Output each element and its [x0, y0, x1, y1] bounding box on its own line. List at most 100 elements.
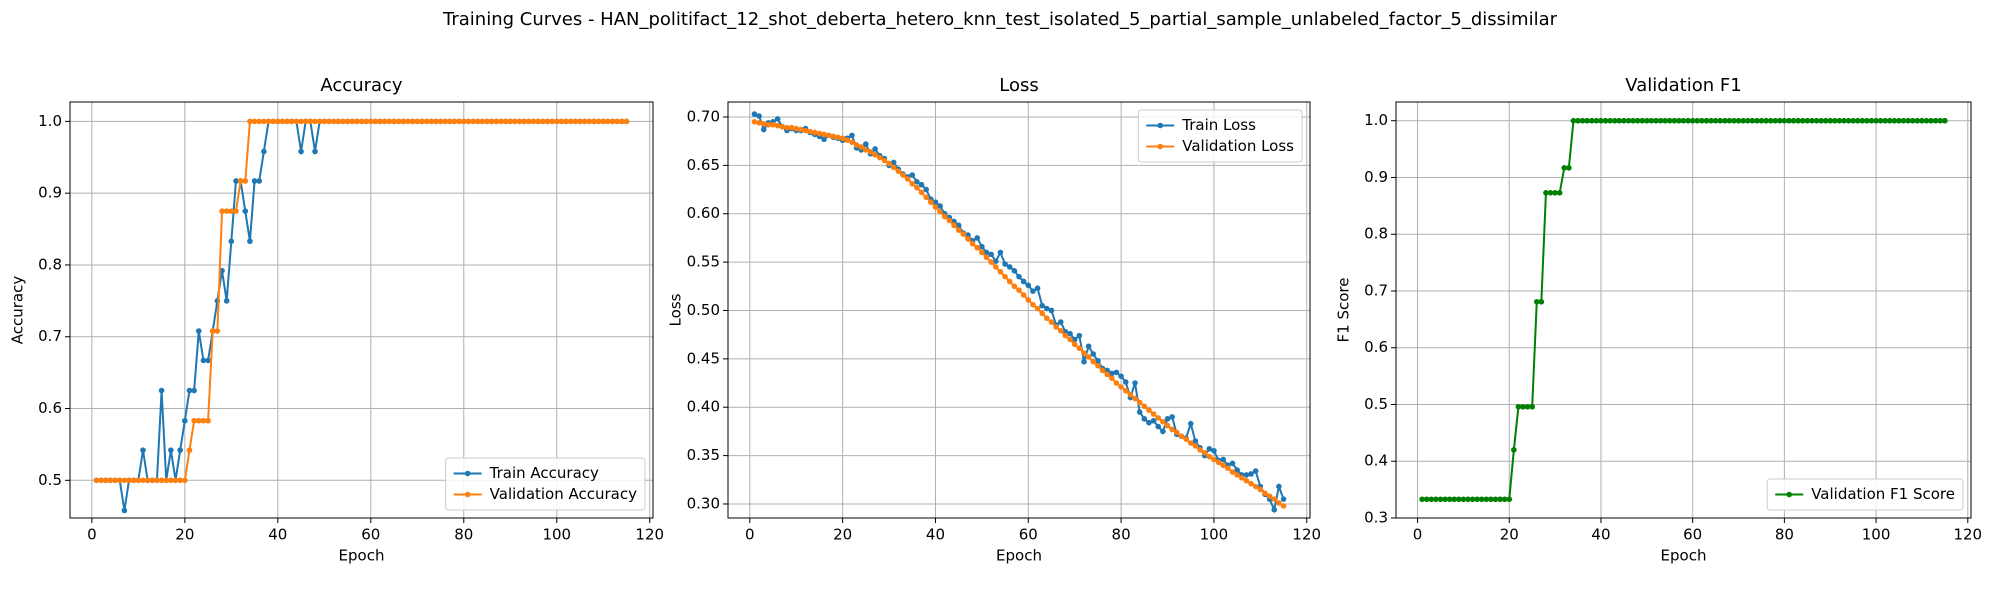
series-marker [521, 118, 528, 125]
series-marker [802, 127, 809, 134]
series-marker [614, 118, 621, 125]
legend-label: Train Accuracy [489, 464, 599, 482]
series-marker [951, 222, 957, 229]
series-marker [1257, 486, 1264, 493]
series-marker [839, 135, 846, 142]
series-marker [1020, 292, 1027, 298]
series-marker [428, 118, 435, 125]
series-marker [821, 136, 827, 143]
series-marker [1598, 117, 1604, 124]
series-marker [1034, 285, 1041, 292]
y-tick-label: 0.55 [687, 253, 720, 271]
series-marker [1011, 268, 1018, 274]
series-marker [242, 208, 249, 214]
series-marker [526, 118, 532, 125]
series-marker [1520, 403, 1526, 410]
series-marker [1593, 117, 1600, 124]
series-marker [1146, 407, 1152, 413]
series-marker [302, 118, 309, 125]
series-marker [1211, 456, 1217, 463]
series-marker [623, 118, 630, 125]
series-marker [442, 118, 448, 125]
series-marker [918, 181, 925, 188]
series-marker [1229, 469, 1236, 475]
series-marker [367, 118, 374, 125]
series-marker [158, 477, 165, 484]
series-marker [955, 227, 962, 233]
series-marker [1113, 380, 1120, 386]
series-marker [1524, 403, 1531, 410]
series-marker [1689, 117, 1696, 124]
x-tick-label: 60 [1683, 526, 1702, 544]
series-marker [312, 148, 318, 155]
series-marker [1192, 438, 1199, 444]
series-marker [144, 477, 151, 484]
series-marker [1220, 456, 1227, 463]
series-marker [1150, 411, 1157, 417]
series-marker [807, 128, 813, 135]
series-marker [298, 148, 304, 155]
legend-label: Train Loss [1181, 116, 1256, 134]
series-marker [1451, 496, 1458, 503]
series-marker [1776, 117, 1783, 124]
series-marker [256, 178, 263, 184]
x-tick-label: 120 [635, 526, 664, 544]
y-tick-label: 0.8 [38, 255, 62, 273]
series-marker [765, 121, 772, 128]
legend-box [1137, 109, 1303, 163]
series-marker [605, 118, 611, 125]
series-marker [507, 118, 514, 125]
series-marker [316, 118, 323, 125]
series-marker [1763, 117, 1769, 124]
series-marker [960, 231, 967, 237]
y-axis-label: Loss [667, 293, 685, 326]
series-marker [816, 130, 823, 137]
series-marker [214, 328, 221, 334]
y-tick-label: 0.40 [687, 398, 720, 416]
series-marker [1437, 496, 1444, 503]
series-marker [168, 477, 174, 484]
series-marker [1280, 496, 1287, 502]
series-marker [1044, 305, 1050, 312]
series-marker [1048, 319, 1055, 325]
series-marker [1090, 351, 1097, 357]
series-marker [821, 131, 827, 138]
x-tick-label: 60 [361, 526, 380, 544]
series-marker [400, 118, 407, 125]
series-marker [1225, 465, 1231, 471]
series-marker [1474, 496, 1480, 503]
series-marker [1731, 117, 1737, 124]
series-marker [900, 172, 906, 178]
series-marker [586, 118, 593, 125]
series-marker [1607, 117, 1613, 124]
series-marker [140, 447, 146, 453]
series-marker [872, 151, 878, 158]
y-tick-label: 0.70 [687, 107, 720, 125]
series-marker [354, 118, 360, 125]
y-tick-label: 0.9 [1364, 168, 1388, 186]
series-marker [1749, 117, 1756, 124]
series-marker [93, 477, 100, 484]
y-tick-label: 0.7 [38, 327, 62, 345]
series-marker [1030, 301, 1036, 308]
y-tick-label: 0.60 [687, 204, 720, 222]
series-marker [909, 172, 916, 178]
series-marker [1799, 117, 1806, 124]
series-marker [1048, 307, 1055, 314]
series-marker [1419, 496, 1425, 503]
series-marker [1822, 117, 1829, 124]
series-marker [867, 149, 874, 155]
series-marker [751, 119, 758, 125]
series-marker [567, 118, 574, 125]
series-marker [1497, 496, 1503, 503]
series-marker [488, 118, 495, 125]
series-marker [1657, 117, 1664, 124]
series-marker [209, 328, 216, 334]
series-marker [1712, 117, 1719, 124]
series-marker [1850, 117, 1856, 124]
series-marker [1616, 117, 1623, 124]
series-marker [279, 118, 286, 125]
series-marker [1887, 117, 1893, 124]
x-axis-label: Epoch [996, 547, 1042, 565]
series-marker [540, 118, 546, 125]
